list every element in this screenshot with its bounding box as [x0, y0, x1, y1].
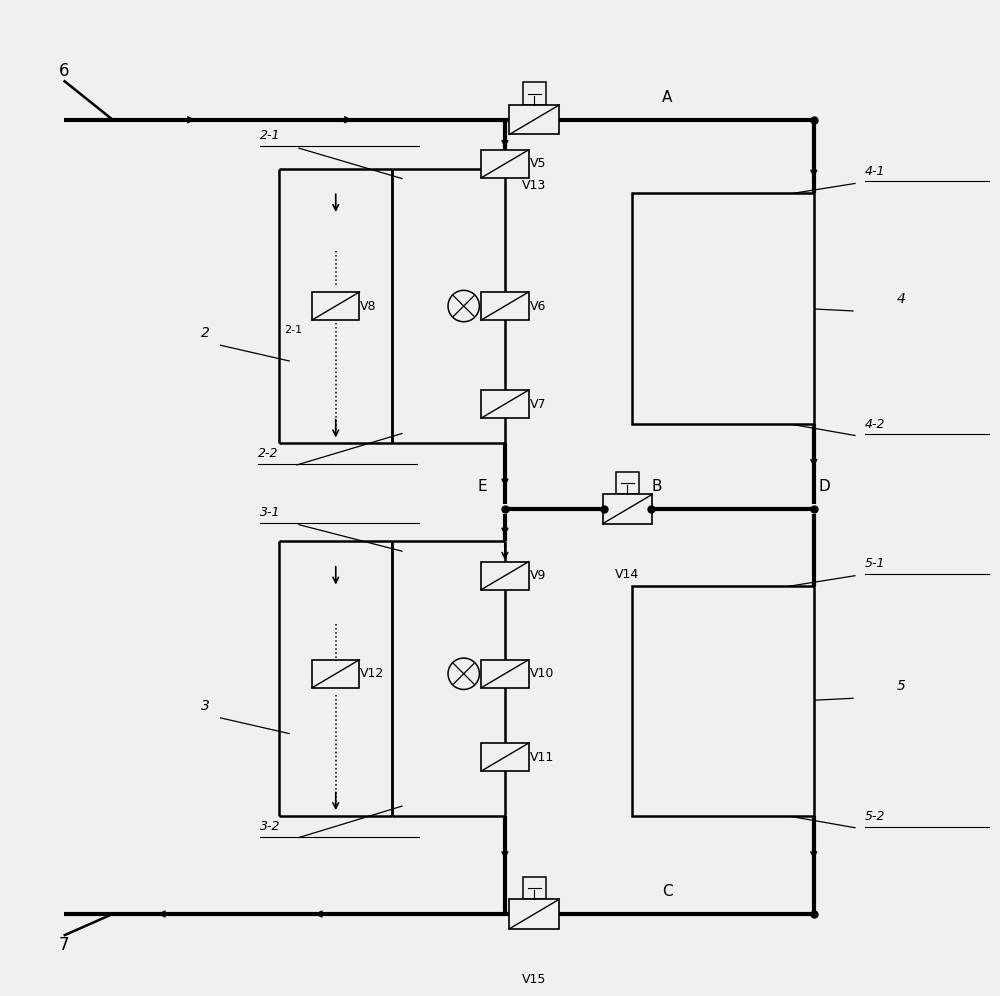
Text: V15: V15: [522, 973, 547, 986]
Bar: [481, 743, 529, 771]
Text: V13: V13: [522, 178, 546, 191]
Bar: [481, 562, 529, 590]
Text: V5: V5: [529, 157, 546, 170]
Bar: [481, 149, 529, 178]
Text: 6: 6: [59, 62, 69, 80]
Text: V10: V10: [529, 667, 554, 680]
Text: 2-1: 2-1: [260, 129, 280, 142]
Text: 5-1: 5-1: [865, 557, 885, 570]
Bar: [523, 876, 546, 899]
Text: V11: V11: [529, 751, 554, 764]
Bar: [616, 472, 639, 494]
Text: A: A: [662, 90, 672, 105]
Bar: [632, 193, 814, 423]
Text: E: E: [477, 479, 487, 494]
Text: B: B: [652, 479, 662, 494]
Circle shape: [448, 658, 479, 689]
Text: 4: 4: [897, 292, 906, 306]
Text: 3: 3: [201, 699, 210, 713]
Text: V7: V7: [529, 397, 546, 410]
Text: 5: 5: [897, 679, 906, 693]
Bar: [312, 292, 359, 320]
Bar: [632, 586, 814, 816]
Bar: [481, 390, 529, 418]
Text: V6: V6: [529, 300, 546, 313]
Text: 2: 2: [201, 327, 210, 341]
Circle shape: [448, 291, 479, 322]
Bar: [312, 659, 359, 688]
Text: V12: V12: [360, 667, 385, 680]
Bar: [509, 105, 559, 134]
Bar: [603, 494, 652, 524]
Text: 7: 7: [59, 936, 69, 954]
Text: 2-1: 2-1: [284, 326, 302, 336]
Text: V9: V9: [529, 569, 546, 583]
Text: 5-2: 5-2: [865, 810, 885, 823]
Bar: [509, 899, 559, 928]
Bar: [481, 292, 529, 320]
Text: 4-2: 4-2: [865, 417, 885, 430]
Text: D: D: [819, 479, 830, 494]
Bar: [481, 659, 529, 688]
Text: 4-1: 4-1: [865, 164, 885, 177]
Text: 2-2: 2-2: [258, 447, 278, 460]
Text: 3-1: 3-1: [260, 506, 280, 519]
Text: 3-2: 3-2: [260, 820, 280, 833]
Text: V8: V8: [360, 300, 377, 313]
Text: V14: V14: [615, 568, 640, 581]
Text: C: C: [662, 884, 672, 899]
Bar: [523, 83, 546, 105]
